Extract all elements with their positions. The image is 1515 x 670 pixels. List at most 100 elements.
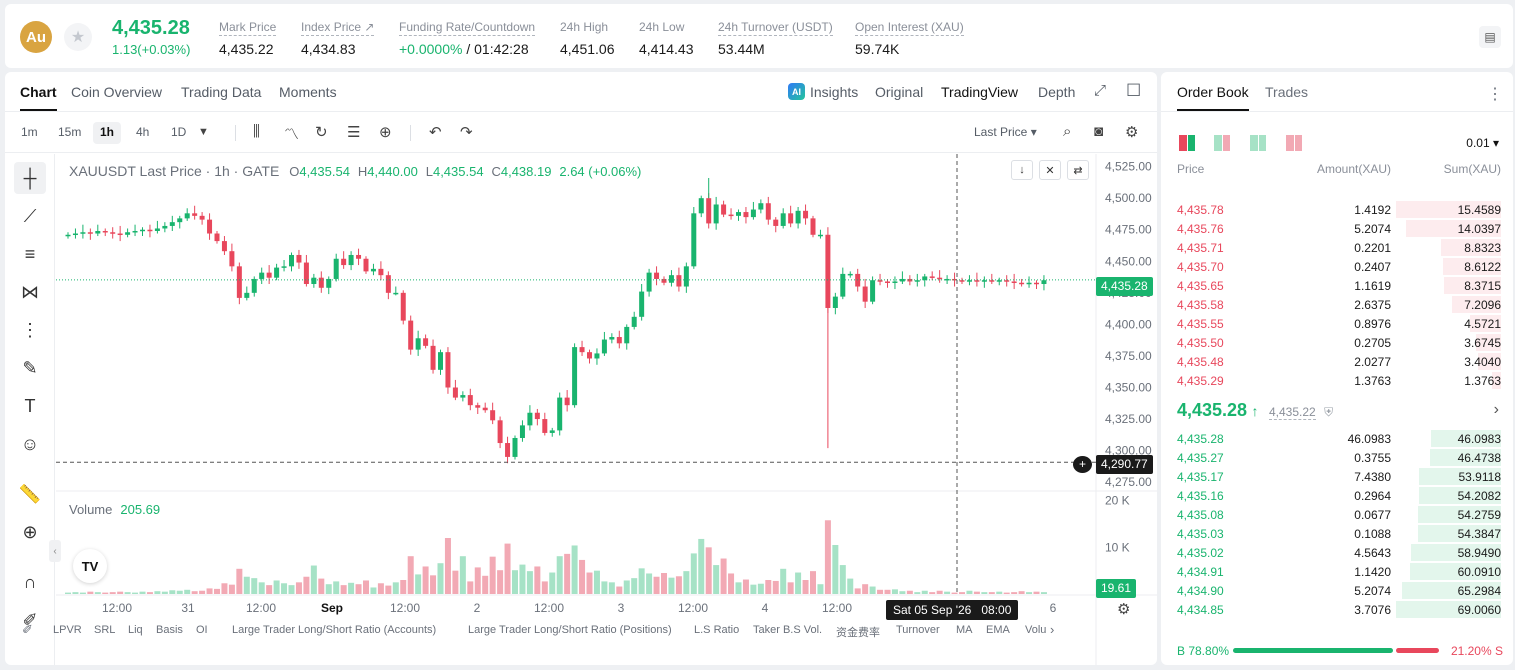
favorite-star-icon[interactable]: ★ [64,23,92,51]
window-icon[interactable]: ☐ [1126,81,1142,100]
ask-row[interactable]: 4,435.58 2.6375 7.2096 [1161,295,1513,314]
collapse-icon[interactable]: ✕ [1039,160,1061,180]
ruler-icon[interactable]: 📏 [18,483,42,504]
indicator-item[interactable]: Turnover [896,624,940,636]
add-alert-icon[interactable]: + [1073,456,1092,473]
gear-icon[interactable]: ⚙ [1125,124,1139,141]
indicator-item[interactable]: OI [196,624,208,636]
bid-row[interactable]: 4,435.28 46.0983 46.0983 [1161,429,1513,448]
indicator-item[interactable]: LPVR [53,624,82,636]
templates-icon[interactable]: ☰ [347,124,361,141]
precision-select[interactable]: 0.01 ▾ [1466,136,1499,150]
indicator-item[interactable]: MA [956,624,973,636]
bid-row[interactable]: 4,435.17 7.4380 53.9118 [1161,467,1513,486]
tab-order-book[interactable]: Order Book [1177,84,1249,111]
bid-row[interactable]: 4,434.90 5.2074 65.2984 [1161,581,1513,600]
indicator-item[interactable]: SRL [94,624,116,636]
ask-row[interactable]: 4,435.71 0.2201 8.8323 [1161,238,1513,257]
timeframe-1m[interactable]: 1m [21,125,38,139]
indicator-item[interactable]: L.S Ratio [694,624,740,636]
timeframe-4h[interactable]: 4h [136,125,150,139]
price-source-select[interactable]: Last Price ▾ [974,125,1037,139]
indicator-item[interactable]: Large Trader Long/Short Ratio (Accounts) [232,624,437,636]
ask-row[interactable]: 4,435.55 0.8976 4.5721 [1161,314,1513,333]
trendline-icon[interactable]: ⟋ [23,205,37,226]
chart-settings-icon[interactable]: ⚙ [1117,601,1131,618]
price-chart[interactable]: 4,525.004,500.004,475.004,450.004,425.00… [56,154,1157,665]
brush-icon[interactable]: ✎ [22,357,38,378]
redo-icon[interactable]: ↷ [460,124,473,141]
view-tradingview[interactable]: TradingView [941,84,1019,100]
bid-row[interactable]: 4,435.16 0.2964 54.2082 [1161,486,1513,505]
bid-row[interactable]: 4,435.03 0.1088 54.3847 [1161,524,1513,543]
indicator-item[interactable]: Volu [1025,624,1047,636]
bid-row[interactable]: 4,434.91 1.1420 60.0910 [1161,562,1513,581]
timeframe-dropdown-icon[interactable]: ▼ [198,126,209,138]
tab-trading-data[interactable]: Trading Data [181,84,262,100]
more-icon[interactable]: ⋮ [1487,86,1503,103]
bid-row[interactable]: 4,435.08 0.0677 54.2759 [1161,505,1513,524]
turnover-stat[interactable]: 24h Turnover (USDT) 53.44M [718,18,833,57]
bid-row[interactable]: 4,435.02 4.5643 58.9490 [1161,543,1513,562]
fib-icon[interactable]: ⋮ [21,319,39,340]
index-price-stat[interactable]: Index Price ↗ 4,434.83 [301,18,375,57]
ask-row[interactable]: 4,435.65 1.1619 8.3715 [1161,276,1513,295]
tab-coin-overview[interactable]: Coin Overview [71,84,163,100]
chevron-right-icon[interactable]: › [1493,401,1499,418]
bid-row[interactable]: 4,434.85 3.7076 69.0060 [1161,600,1513,619]
view-insights[interactable]: Insights [810,84,859,100]
add-indicator-icon[interactable]: ⊕ [379,124,392,141]
emoji-icon[interactable]: ☺ [20,433,40,454]
indicator-item[interactable]: 资金费率 [836,627,880,639]
view-bids-icon[interactable] [1214,135,1230,151]
view-depth-icon[interactable] [1286,135,1302,151]
pencil-lock-icon[interactable]: ✐ [22,609,38,630]
pencil-icon[interactable]: ✐ [22,622,33,637]
notes-icon[interactable]: ▤ [1479,26,1501,48]
chevron-left-icon[interactable]: ‹ [49,540,61,562]
mark-price-stat[interactable]: Mark Price 4,435.22 [219,18,277,57]
indicators-icon[interactable]: 〽 [284,126,300,143]
tab-trades[interactable]: Trades [1265,84,1309,100]
ask-row[interactable]: 4,435.78 1.4192 15.4589 [1161,200,1513,219]
timeframe-15m[interactable]: 15m [58,125,82,139]
view-depth[interactable]: Depth [1038,84,1076,100]
candle-type-icon[interactable]: ⫼ [253,123,260,140]
bid-row[interactable]: 4,435.27 0.3755 46.4738 [1161,448,1513,467]
chevron-right-icon[interactable]: › [1050,622,1055,637]
horizontal-lines-icon[interactable]: ≡ [24,243,36,264]
arrow-down-icon[interactable]: ↓ [1011,160,1033,180]
ask-row[interactable]: 4,435.50 0.2705 3.6745 [1161,333,1513,352]
crosshair-icon[interactable]: ┼ [14,162,46,194]
refresh-icon[interactable]: ↻ [315,124,328,141]
magnet-icon[interactable]: ∩ [23,571,37,592]
text-icon[interactable]: T [24,395,36,416]
ask-row[interactable]: 4,435.48 2.0277 3.4040 [1161,352,1513,371]
ask-row[interactable]: 4,435.29 1.3763 1.3763 [1161,371,1513,390]
view-original[interactable]: Original [875,84,924,100]
camera-icon[interactable]: ◙ [1094,123,1104,140]
ask-row[interactable]: 4,435.76 5.2074 14.0397 [1161,219,1513,238]
indicator-item[interactable]: EMA [986,624,1010,636]
timeframe-1d[interactable]: 1D [171,125,187,139]
ask-row[interactable]: 4,435.70 0.2407 8.6122 [1161,257,1513,276]
indicator-item[interactable]: Basis [156,624,183,636]
zoom-in-icon[interactable]: ⊕ [22,521,38,542]
tab-chart[interactable]: Chart [20,84,57,111]
indicator-item[interactable]: Liq [128,624,143,636]
indicator-item[interactable]: Large Trader Long/Short Ratio (Positions… [468,624,672,636]
undo-icon[interactable]: ↶ [429,124,442,141]
swap-icon[interactable]: ⇄ [1067,160,1089,180]
tab-moments[interactable]: Moments [279,84,337,100]
funding-rate-stat[interactable]: Funding Rate/Countdown +0.0000% / 01:42:… [399,18,536,57]
timeframe-1h[interactable]: 1h [93,122,122,144]
search-icon[interactable]: ⌕ [1063,123,1072,140]
tradingview-logo[interactable]: TV [73,549,107,583]
mid-price[interactable]: 4,435.28 ↑ 4,435.22 ⛨ [1177,400,1333,421]
expand-icon[interactable]: ⤢ [1094,82,1107,99]
view-asks-icon[interactable] [1250,135,1266,151]
open-interest-stat[interactable]: Open Interest (XAU) 59.74K [855,18,964,57]
indicator-item[interactable]: Taker B.S Vol. [753,624,823,636]
view-both-icon[interactable] [1179,135,1195,151]
pattern-icon[interactable]: ⋈ [21,281,39,302]
